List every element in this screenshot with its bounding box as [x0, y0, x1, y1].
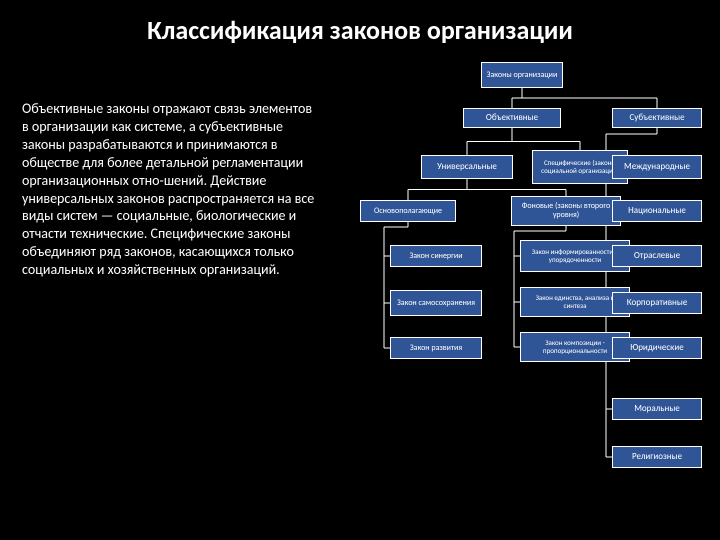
node-corp: Корпоративные: [612, 292, 702, 314]
node-subj: Субъективные: [612, 108, 702, 128]
node-legal: Юридические: [612, 337, 702, 359]
node-moral: Моральные: [612, 398, 702, 420]
node-inter: Международные: [612, 155, 702, 179]
node-syn: Закон синергии: [390, 245, 482, 267]
node-nat: Национальные: [612, 200, 702, 222]
node-root: Законы организации: [481, 62, 563, 88]
node-univ: Универсальные: [421, 155, 513, 179]
node-dev: Закон развития: [390, 337, 482, 359]
node-branch: Отраслевые: [612, 245, 702, 267]
node-selfpres: Закон самосохранения: [390, 290, 482, 316]
node-obj: Объективные: [463, 108, 561, 128]
description-paragraph: Объективные законы отражают связь элемен…: [22, 100, 318, 279]
slide: Классификация законов организации Объект…: [0, 0, 720, 540]
node-relig: Религиозные: [612, 446, 702, 468]
slide-title: Классификация законов организации: [0, 14, 720, 46]
node-back: Фоновые (законы второго уровня): [511, 196, 621, 226]
node-fund: Основополагающие: [360, 200, 456, 222]
